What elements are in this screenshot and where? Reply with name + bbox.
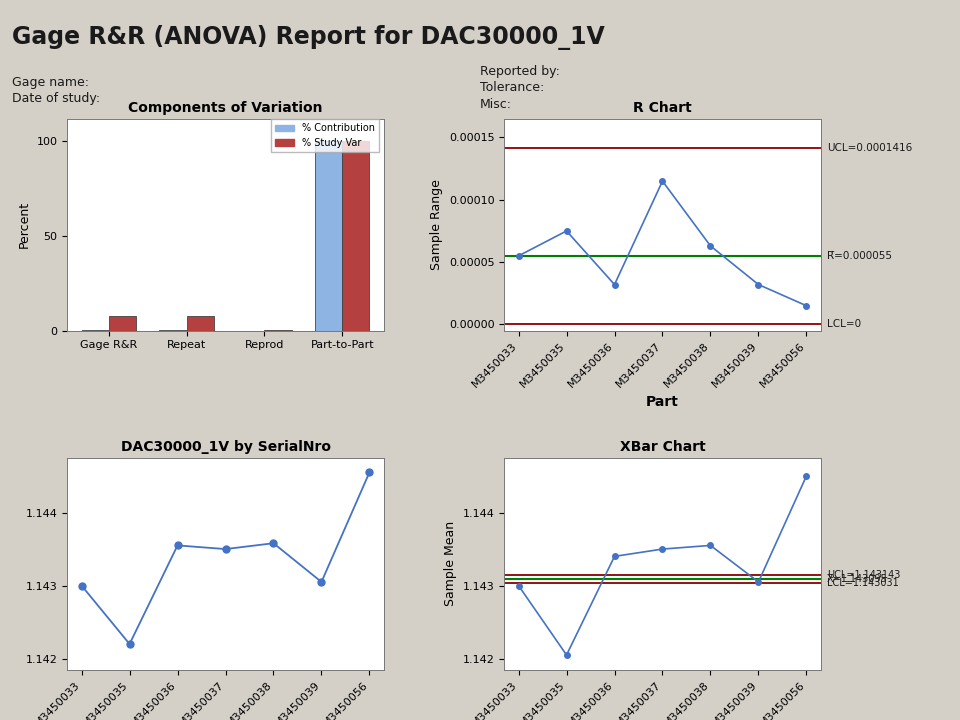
Text: X̅=1.143095: X̅=1.143095	[828, 574, 888, 584]
Title: DAC30000_1V by SerialNro: DAC30000_1V by SerialNro	[121, 440, 330, 454]
Text: Gage R&R (ANOVA) Report for DAC30000_1V: Gage R&R (ANOVA) Report for DAC30000_1V	[12, 25, 605, 50]
Text: Gage name:: Gage name:	[12, 76, 89, 89]
Legend: % Contribution, % Study Var: % Contribution, % Study Var	[271, 120, 379, 152]
Bar	[186, 317, 214, 330]
Title: Components of Variation: Components of Variation	[129, 101, 323, 115]
Text: Reported by:: Reported by:	[480, 65, 560, 78]
Text: Tolerance:: Tolerance:	[480, 81, 544, 94]
Text: Misc:: Misc:	[480, 98, 512, 111]
Text: UCL=1.143143: UCL=1.143143	[828, 570, 900, 580]
Text: LCL=0: LCL=0	[828, 320, 861, 330]
Bar	[342, 142, 370, 330]
Bar	[315, 142, 342, 330]
Y-axis label: Percent: Percent	[18, 201, 31, 248]
Text: UCL=0.0001416: UCL=0.0001416	[828, 143, 912, 153]
Y-axis label: Sample Mean: Sample Mean	[444, 521, 457, 606]
Text: R̅=0.000055: R̅=0.000055	[828, 251, 892, 261]
X-axis label: Part: Part	[646, 395, 679, 409]
Title: XBar Chart: XBar Chart	[619, 440, 706, 454]
Text: Date of study:: Date of study:	[12, 92, 101, 105]
Title: R Chart: R Chart	[633, 101, 692, 115]
Bar	[108, 317, 136, 330]
Text: LCL=1.143031: LCL=1.143031	[828, 578, 899, 588]
Y-axis label: Sample Range: Sample Range	[430, 179, 444, 270]
